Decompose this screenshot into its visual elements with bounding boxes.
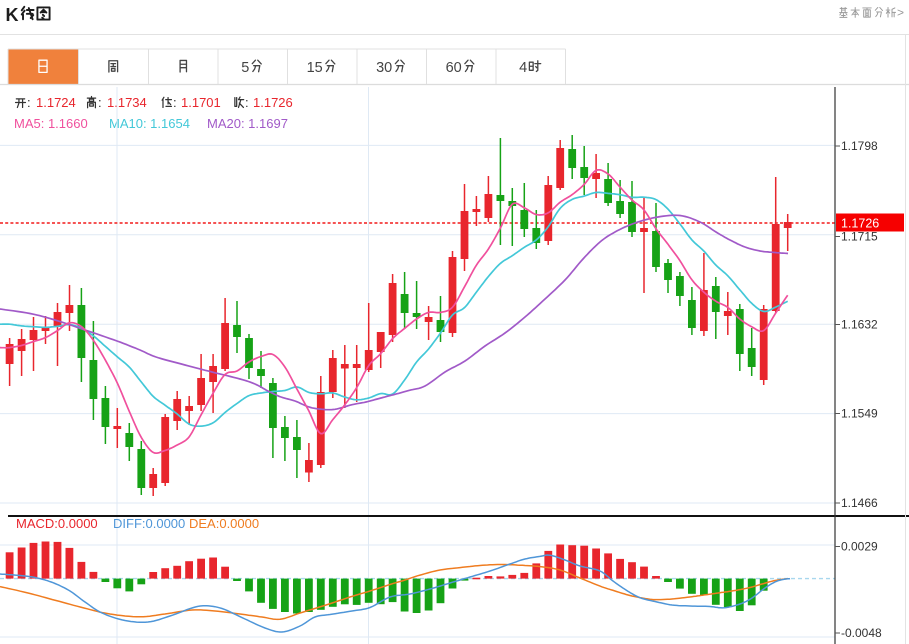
svg-text:DIFF:0.0000: DIFF:0.0000 (113, 516, 185, 531)
svg-text:5: 5 (241, 60, 249, 76)
svg-text:1.1724: 1.1724 (36, 95, 76, 110)
svg-text:1.1632: 1.1632 (841, 318, 878, 332)
svg-text:MA20: 1.1697: MA20: 1.1697 (207, 116, 288, 131)
svg-text:4: 4 (519, 60, 527, 76)
svg-text:0.0029: 0.0029 (841, 540, 878, 554)
svg-text:DEA:0.0000: DEA:0.0000 (189, 516, 259, 531)
svg-text:60: 60 (446, 60, 462, 76)
svg-text:1.1466: 1.1466 (841, 496, 878, 510)
svg-text:1.1549: 1.1549 (841, 407, 878, 421)
svg-text::: : (245, 95, 249, 110)
svg-text::: : (98, 95, 102, 110)
svg-text::: : (27, 95, 31, 110)
svg-text:-0.0048: -0.0048 (841, 626, 882, 640)
svg-text:MA5: 1.1660: MA5: 1.1660 (14, 116, 88, 131)
svg-text:30: 30 (376, 60, 392, 76)
svg-text:1.1726: 1.1726 (841, 217, 879, 231)
svg-text:K: K (6, 5, 19, 25)
svg-text:>: > (897, 6, 904, 20)
svg-text:1.1726: 1.1726 (253, 95, 293, 110)
svg-text:1.1798: 1.1798 (841, 139, 878, 153)
svg-text::: : (173, 95, 177, 110)
svg-text:MA10: 1.1654: MA10: 1.1654 (109, 116, 190, 131)
svg-text:MACD:0.0000: MACD:0.0000 (16, 516, 98, 531)
svg-text:15: 15 (307, 60, 323, 76)
svg-text:1.1701: 1.1701 (181, 95, 221, 110)
svg-text:1.1715: 1.1715 (841, 230, 878, 244)
svg-text:1.1734: 1.1734 (107, 95, 147, 110)
